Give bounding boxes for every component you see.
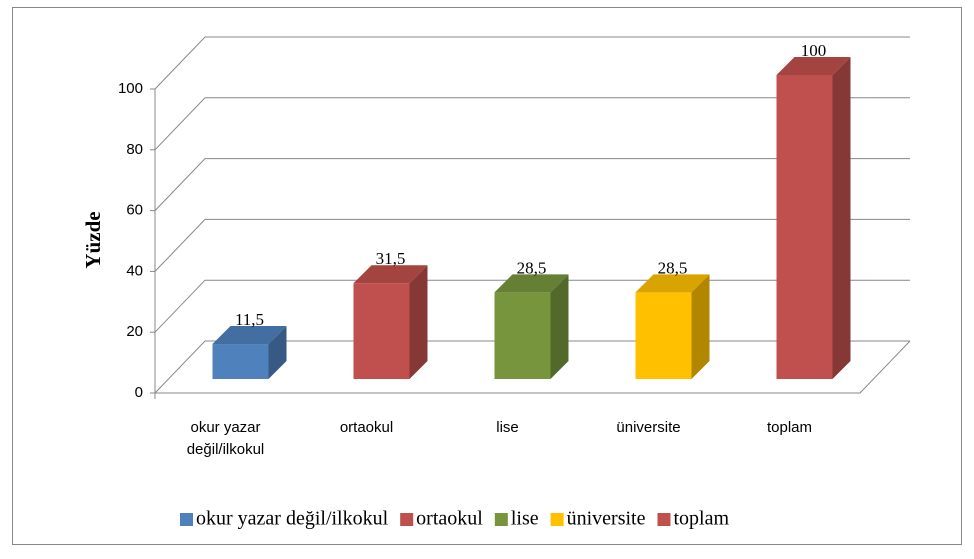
bar-side — [832, 57, 851, 379]
legend-swatch — [180, 513, 193, 526]
x-tick-label-box: okur yazar değil/ilkokul — [186, 419, 265, 458]
legend-swatch — [657, 513, 671, 526]
y-tick-label: 0 — [135, 384, 143, 401]
x-tick-label: okur yazar değil/ilkokul — [186, 419, 265, 458]
value-label: 28,5 — [517, 258, 547, 277]
x-tick-label-box: lise — [496, 419, 519, 436]
legend-swatch — [494, 513, 508, 526]
legend-label: toplam — [673, 508, 729, 530]
y-axis-title: Yüzde — [81, 211, 105, 268]
grid-line — [154, 158, 910, 211]
bar — [212, 326, 287, 379]
grid-line — [154, 97, 910, 151]
legend-swatch — [400, 513, 414, 526]
floor — [155, 340, 911, 394]
legend-label: üniversite — [567, 508, 646, 530]
x-tick-label-box: ortaokul — [339, 419, 394, 436]
grid-line — [154, 218, 910, 272]
bar-front — [212, 344, 269, 379]
x-tick-label: lise — [496, 419, 519, 436]
legend-swatch — [550, 513, 564, 526]
bar — [353, 265, 428, 379]
x-tick-label-box: üniversite — [616, 419, 681, 436]
bar-side — [268, 326, 287, 379]
bar — [635, 274, 710, 379]
value-label: 100 — [801, 41, 827, 60]
bar — [494, 274, 569, 379]
y-tick-label: 60 — [126, 202, 143, 219]
bar-top — [635, 274, 710, 293]
legend-label: ortaokul — [416, 508, 483, 530]
bar-front — [635, 292, 692, 379]
bar-top — [494, 274, 569, 293]
bar-front — [494, 292, 551, 379]
bar-top — [353, 265, 428, 284]
x-tick-label: ortaokul — [339, 419, 394, 436]
value-label: 11,5 — [235, 310, 264, 329]
value-label: 31,5 — [376, 249, 406, 268]
grid-line — [154, 36, 910, 90]
bar-top — [776, 57, 851, 75]
legend-label: lise — [511, 508, 539, 530]
bar-front — [776, 75, 833, 379]
bar-side — [409, 265, 428, 379]
x-tick-label: üniversite — [616, 419, 681, 436]
bar-top — [212, 326, 287, 345]
bar-front — [353, 283, 410, 379]
x-tick-label-box: toplam — [766, 419, 813, 436]
bar-side — [550, 274, 569, 379]
y-tick-label: 40 — [126, 262, 143, 279]
legend: okur yazar değil/ilkokul ortaokul lise üniv… — [180, 508, 729, 530]
y-tick-label: 100 — [118, 80, 143, 97]
value-label: 28,5 — [658, 258, 688, 277]
legend-label: okur yazar değil/ilkokul — [196, 508, 389, 530]
bar — [776, 57, 851, 379]
y-tick-label: 80 — [126, 141, 143, 158]
x-tick-label: toplam — [766, 419, 813, 436]
bar-side — [691, 274, 710, 379]
y-tick-label: 20 — [126, 323, 143, 340]
